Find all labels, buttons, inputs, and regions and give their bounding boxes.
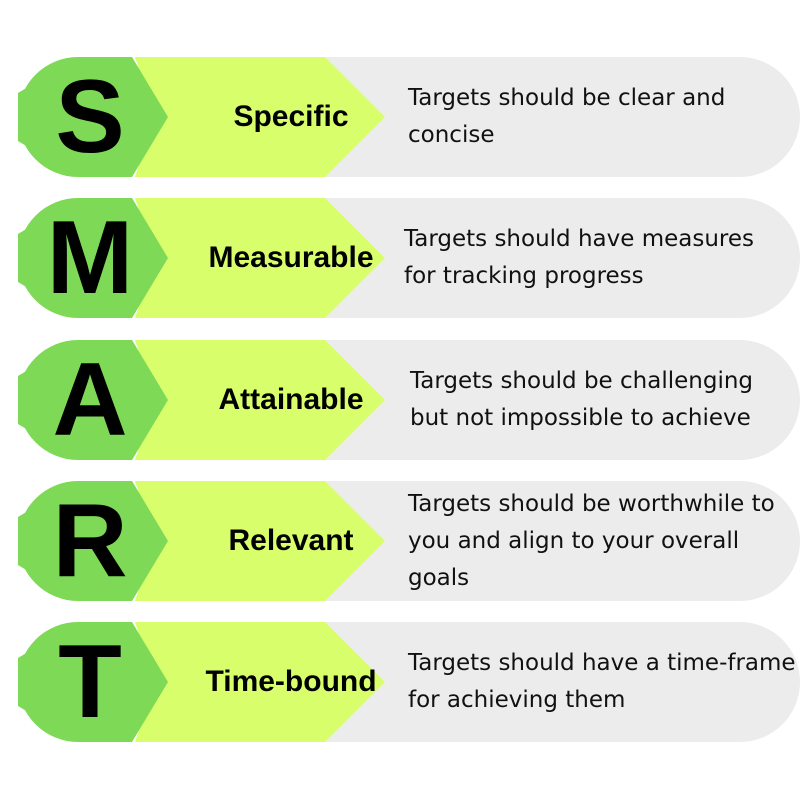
smart-letter: R (52, 483, 128, 599)
smart-letter: S (55, 59, 125, 175)
smart-description-text: Targets should be clear and concise (408, 85, 726, 148)
term-chevron (135, 198, 385, 318)
smart-letter: M (46, 200, 134, 316)
smart-term: Time-bound (205, 665, 377, 698)
smart-row-specific: S Specific Targets should be clear and c… (0, 57, 800, 177)
smart-letter: A (52, 342, 128, 458)
smart-letter: T (58, 624, 122, 740)
smart-term: Specific (233, 100, 349, 133)
smart-description: Targets should be clear and concise (408, 57, 796, 177)
smart-term: Relevant (228, 524, 354, 557)
smart-description: Targets should be challenging but not im… (410, 340, 798, 460)
smart-row-measurable: M Measurable Targets should have measure… (0, 198, 800, 318)
smart-description: Targets should have a time-frame for ach… (408, 622, 796, 742)
smart-description: Targets should have measures for trackin… (404, 198, 792, 318)
smart-description-text: Targets should be challenging but not im… (410, 368, 754, 431)
smart-term: Measurable (208, 241, 374, 274)
smart-row-time-bound: T Time-bound Targets should have a time-… (0, 622, 800, 742)
smart-description-text: Targets should have a time-frame for ach… (408, 650, 796, 713)
term-chevron (135, 340, 385, 460)
term-chevron (135, 481, 385, 601)
smart-term: Attainable (218, 383, 364, 416)
smart-row-relevant: R Relevant Targets should be worthwhile … (0, 481, 800, 601)
smart-description-text: Targets should have measures for trackin… (404, 226, 754, 289)
term-chevron (135, 57, 385, 177)
smart-description-text: Targets should be worthwhile to you and … (408, 490, 775, 591)
smart-description: Targets should be worthwhile to you and … (408, 481, 796, 601)
smart-row-attainable: A Attainable Targets should be challengi… (0, 340, 800, 460)
term-chevron (135, 622, 385, 742)
